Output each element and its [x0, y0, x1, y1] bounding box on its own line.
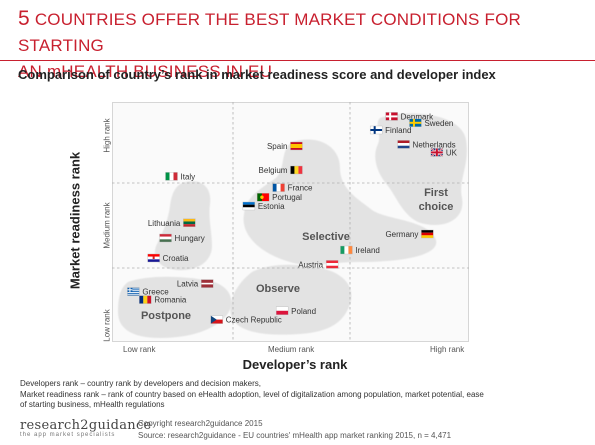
point-label: Denmark [401, 112, 434, 121]
point-label: Estonia [258, 202, 285, 211]
grid-lines [112, 102, 469, 342]
point-label: Portugal [272, 193, 302, 202]
data-point-france: France [272, 183, 313, 193]
point-label: Spain [267, 142, 287, 151]
page-title: 5 COUNTRIES OFFER THE BEST MARKET CONDIT… [18, 6, 588, 85]
point-label: Latvia [177, 280, 199, 289]
point-label: Austria [298, 260, 323, 269]
point-label: Netherlands [413, 140, 456, 149]
title-line2: AN mHEALTH BUSINESS IN EU [18, 62, 273, 81]
point-label: Czech Republic [226, 316, 282, 325]
data-point-uk: UK [430, 147, 458, 157]
data-point-poland: Poland [275, 306, 316, 316]
data-point-spain: Spain [267, 141, 303, 151]
definitions-note: Developers rank – country rank by develo… [20, 379, 580, 411]
x-axis-label: Developer’s rank [242, 357, 348, 372]
y-tick-medium: Medium rank [102, 202, 112, 249]
y-axis-label: Market readiness rank [67, 151, 83, 290]
note-line-3: of starting business, mHealth regulation… [20, 400, 165, 409]
data-point-ireland: Ireland [340, 245, 380, 255]
point-label: Poland [291, 307, 316, 316]
zone-label: Selective [302, 231, 350, 243]
title-line1: COUNTRIES OFFER THE BEST MARKET CONDITIO… [18, 10, 522, 55]
point-label: Sweden [424, 119, 453, 128]
zone-label: Observe [256, 283, 300, 295]
data-point-austria: Austria [298, 260, 339, 269]
zone-label: Postpone [141, 310, 191, 322]
chart-subtitle: Comparison of country’s rank in market r… [18, 67, 496, 82]
zone-label: First [424, 187, 448, 199]
brand-tagline: the app market specialists [20, 432, 116, 438]
data-point-belgium: Belgium [259, 165, 303, 175]
point-label: Romania [154, 296, 187, 305]
y-tick-high: High rank [102, 118, 112, 153]
data-point-finland: Finland [369, 125, 411, 135]
point-label: Finland [385, 126, 411, 135]
zone-labels: First choice Selective Observe Postpone [141, 187, 453, 322]
note-line-2: Market readiness rank – rank of country … [20, 389, 484, 399]
footer-text: Copyright research2guidance 2015 Source:… [138, 418, 451, 442]
cluster-postpone [118, 276, 232, 338]
data-point-italy: Italy [165, 172, 196, 181]
data-point-hungary: Hungary [159, 233, 205, 243]
point-label: France [288, 184, 313, 193]
point-label: UK [446, 148, 458, 157]
point-label: Ireland [355, 246, 379, 255]
data-point-greece: Greece [127, 287, 169, 297]
brand-logo: research2guidance the app market special… [20, 418, 152, 438]
point-label: Italy [181, 172, 196, 181]
data-point-croatia: Croatia [147, 253, 189, 263]
data-point-denmark: Denmark [385, 112, 434, 121]
x-tick-medium: Medium rank [268, 345, 315, 354]
data-point-latvia: Latvia [177, 279, 214, 289]
note-line-1: Developers rank – country rank by develo… [20, 379, 262, 388]
title-number: 5 [18, 7, 30, 30]
data-point-romania: Romania [139, 295, 187, 305]
point-label: Lithuania [148, 219, 181, 228]
data-point-portugal: Portugal [256, 192, 302, 202]
x-tick-high: High rank [430, 345, 465, 354]
y-tick-low: Low rank [102, 309, 112, 342]
point-label: Hungary [175, 234, 205, 243]
data-point-czech-republic: Czech Republic [210, 315, 282, 325]
data-point-estonia: Estonia [242, 201, 285, 211]
point-label: Croatia [163, 254, 189, 263]
x-tick-low: Low rank [123, 345, 156, 354]
brand-name: research2guidance [20, 418, 152, 433]
data-point-netherlands: Netherlands [397, 140, 456, 149]
point-label: Belgium [259, 166, 288, 175]
source-note: Source: research2guidance - EU countries… [138, 431, 452, 440]
data-point-sweden: Sweden [409, 118, 453, 128]
title-divider [0, 60, 595, 61]
point-label: Greece [142, 288, 169, 297]
point-label: Germany [385, 230, 418, 239]
data-point-germany: Germany [385, 229, 434, 239]
cluster-observe [230, 264, 352, 335]
zone-label: choice [419, 201, 454, 213]
data-point-lithuania: Lithuania [148, 218, 196, 228]
copyright: Copyright research2guidance 2015 [138, 419, 263, 428]
